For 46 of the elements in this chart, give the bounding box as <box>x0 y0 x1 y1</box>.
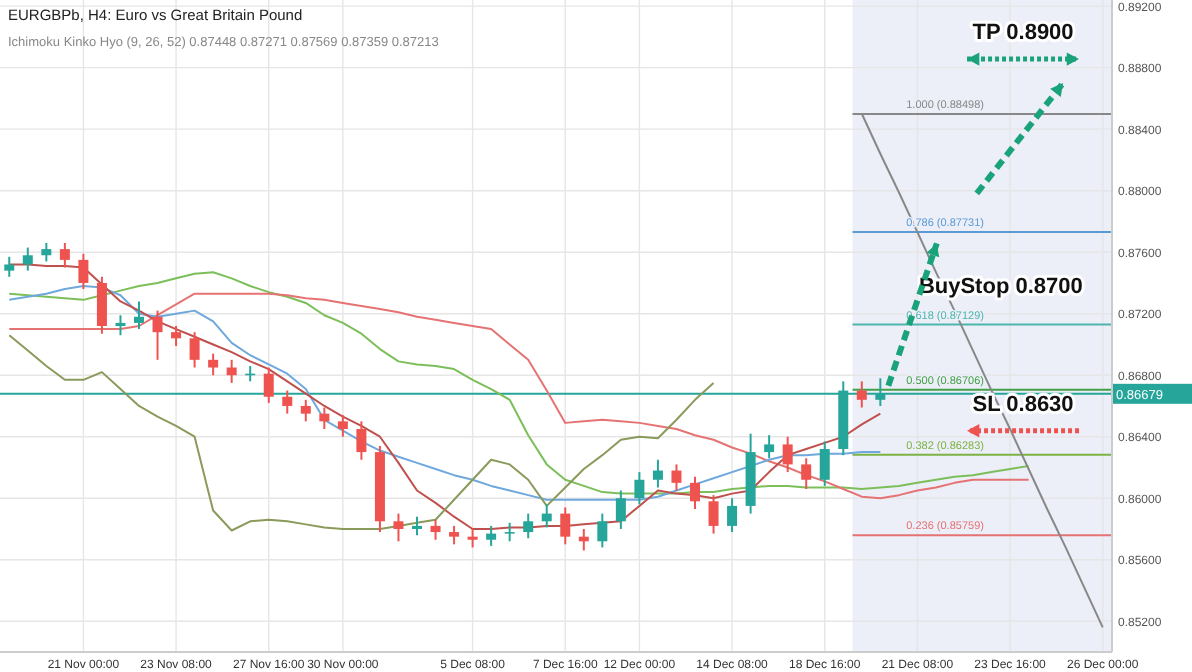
annotation: SL 0.8630 <box>972 392 1074 417</box>
candlestick <box>152 309 163 361</box>
candlestick <box>430 518 441 541</box>
candlestick <box>856 380 867 409</box>
candlestick <box>708 494 719 535</box>
candlestick <box>801 457 812 490</box>
candlestick <box>134 300 144 331</box>
annotation: TP 0.8900 <box>972 21 1074 46</box>
candlestick <box>282 389 293 415</box>
candlestick <box>115 314 126 337</box>
candlestick <box>560 506 571 546</box>
candlestick <box>4 255 15 278</box>
candlestick <box>412 515 422 537</box>
candlestick <box>819 440 830 487</box>
candlestick <box>652 458 663 489</box>
candlestick <box>597 512 608 549</box>
line-series <box>8 334 715 532</box>
candlestick <box>189 331 200 369</box>
candlestick <box>541 503 552 529</box>
candlestick <box>782 435 793 474</box>
candlestick <box>486 524 497 547</box>
candlestick <box>78 252 89 291</box>
candlestick <box>449 524 460 546</box>
candlestick <box>634 471 645 506</box>
candlestick <box>671 463 682 492</box>
candlestick <box>764 434 775 460</box>
candlestick <box>393 512 404 543</box>
candlestick <box>467 527 478 549</box>
candlestick <box>727 497 738 534</box>
candlestick <box>226 358 237 384</box>
candlestick <box>59 241 70 269</box>
candlestick <box>615 489 626 530</box>
line-series <box>860 112 1104 629</box>
candlestick <box>504 521 515 543</box>
candlestick <box>356 420 367 461</box>
candlestick <box>263 366 274 404</box>
candlestick <box>22 246 33 272</box>
candlestick <box>208 352 219 377</box>
candlestick <box>337 414 348 438</box>
candlestick <box>171 325 182 347</box>
candlestick <box>523 512 534 540</box>
candlestick <box>300 398 311 423</box>
candlestick <box>690 475 700 510</box>
candlestick <box>319 406 330 431</box>
candlestick <box>96 275 107 335</box>
candlestick <box>41 241 52 263</box>
